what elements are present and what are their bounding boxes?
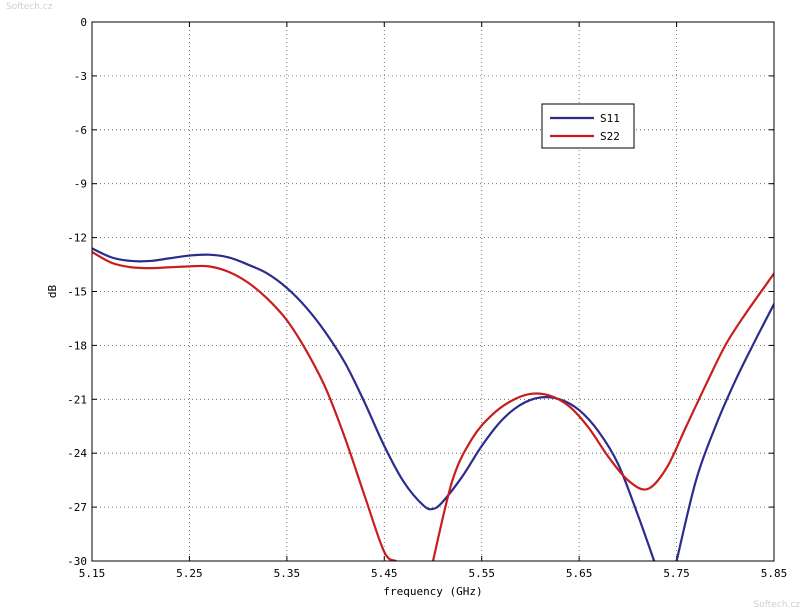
- series-line-s22: [92, 250, 398, 561]
- x-tick-label: 5.75: [663, 567, 690, 580]
- y-tick-label: -6: [74, 124, 87, 137]
- watermark-top: Softech.cz: [6, 2, 53, 12]
- y-tick-label: -18: [67, 339, 87, 352]
- x-tick-label: 5.25: [176, 567, 203, 580]
- y-tick-label: -9: [74, 178, 87, 191]
- x-axis-label: frequency (GHz): [383, 585, 482, 598]
- x-tick-label: 5.55: [468, 567, 495, 580]
- series-lines: [92, 247, 774, 561]
- y-tick-label: -12: [67, 232, 87, 245]
- y-tick-label: -30: [67, 555, 87, 568]
- y-tick-label: 0: [80, 16, 87, 29]
- legend-label-s22: S22: [600, 130, 620, 143]
- series-line-s22: [431, 272, 774, 561]
- x-tick-label: 5.45: [371, 567, 398, 580]
- plot-frame: [91, 21, 775, 562]
- series-line-s11: [675, 302, 774, 561]
- y-tick-label: -21: [67, 393, 87, 406]
- x-tick-label: 5.15: [79, 567, 106, 580]
- watermark-bottom: Softech.cz: [753, 600, 800, 610]
- y-tick-label: -15: [67, 286, 87, 299]
- x-tick-label: 5.85: [761, 567, 788, 580]
- legend-label-s11: S11: [600, 112, 620, 125]
- x-tick-label: 5.35: [274, 567, 301, 580]
- y-tick-label: -24: [67, 447, 87, 460]
- ticks: 5.15 5.25 5.35 5.45 5.55 5.65 5.75 5.85 0 -3 -6 -9 -…: [67, 16, 787, 580]
- x-tick-label: 5.65: [566, 567, 593, 580]
- legend-box: [541, 103, 635, 149]
- y-tick-label: -3: [74, 70, 87, 83]
- y-tick-label: -27: [67, 501, 87, 514]
- grid: [92, 22, 774, 561]
- y-axis-label: dB: [46, 285, 59, 299]
